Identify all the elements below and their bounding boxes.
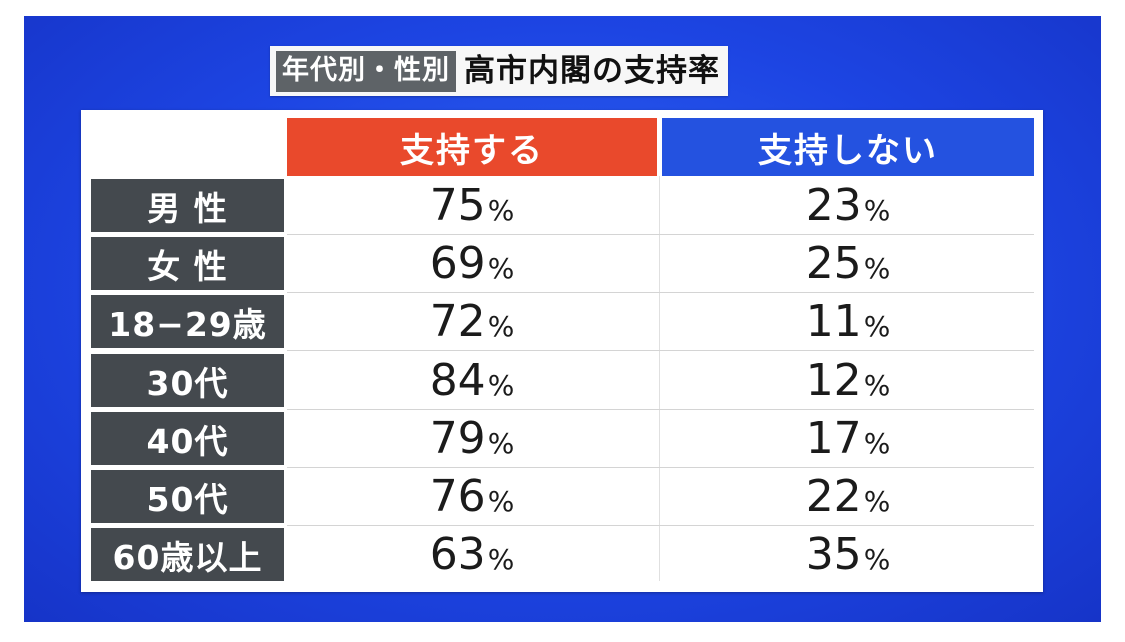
row-label: 50代	[91, 470, 284, 523]
row-label: 60歳以上	[91, 528, 284, 581]
cell-no-support-value: 11%	[662, 295, 1034, 348]
value-number: 23	[805, 180, 862, 231]
title-tag: 年代別・性別	[276, 50, 456, 92]
value-number: 12	[805, 355, 862, 406]
value-number: 84	[429, 355, 486, 406]
row-label: 18−29歳	[91, 295, 284, 348]
value-number: 76	[429, 471, 486, 522]
column-header-support: 支持する	[287, 118, 657, 176]
percent-sign: %	[863, 310, 891, 343]
row-label: 40代	[91, 412, 284, 465]
percent-sign: %	[863, 543, 891, 576]
cell-support-value: 63%	[287, 528, 657, 581]
percent-sign: %	[487, 252, 515, 285]
cell-support-value: 72%	[287, 295, 657, 348]
percent-sign: %	[863, 485, 891, 518]
percent-sign: %	[487, 427, 515, 460]
cell-no-support-value: 23%	[662, 179, 1034, 232]
row-divider	[287, 350, 1034, 351]
title-main: 高市内閣の支持率	[464, 53, 720, 89]
value-number: 11	[805, 296, 862, 347]
percent-sign: %	[863, 194, 891, 227]
row-label: 男 性	[91, 179, 284, 232]
row-divider	[287, 467, 1034, 468]
value-number: 22	[805, 471, 862, 522]
cell-no-support-value: 22%	[662, 470, 1034, 523]
cell-support-value: 69%	[287, 237, 657, 290]
row-divider	[287, 525, 1034, 526]
value-number: 72	[429, 296, 486, 347]
value-number: 63	[429, 529, 486, 580]
cell-support-value: 76%	[287, 470, 657, 523]
value-number: 79	[429, 413, 486, 464]
chart-title: 年代別・性別 高市内閣の支持率	[270, 46, 728, 96]
row-label: 女 性	[91, 237, 284, 290]
cell-support-value: 84%	[287, 354, 657, 407]
row-divider	[287, 409, 1034, 410]
cell-support-value: 79%	[287, 412, 657, 465]
percent-sign: %	[487, 543, 515, 576]
column-divider	[659, 176, 660, 581]
cell-no-support-value: 12%	[662, 354, 1034, 407]
percent-sign: %	[863, 252, 891, 285]
percent-sign: %	[487, 194, 515, 227]
value-number: 25	[805, 238, 862, 289]
percent-sign: %	[863, 369, 891, 402]
percent-sign: %	[487, 310, 515, 343]
value-number: 69	[429, 238, 486, 289]
cell-no-support-value: 35%	[662, 528, 1034, 581]
cell-support-value: 75%	[287, 179, 657, 232]
cell-no-support-value: 25%	[662, 237, 1034, 290]
row-divider	[287, 234, 1034, 235]
cell-no-support-value: 17%	[662, 412, 1034, 465]
percent-sign: %	[487, 369, 515, 402]
value-number: 35	[805, 529, 862, 580]
percent-sign: %	[487, 485, 515, 518]
row-label: 30代	[91, 354, 284, 407]
percent-sign: %	[863, 427, 891, 460]
value-number: 75	[429, 180, 486, 231]
row-divider	[287, 292, 1034, 293]
column-header-no-support: 支持しない	[662, 118, 1034, 176]
value-number: 17	[805, 413, 862, 464]
